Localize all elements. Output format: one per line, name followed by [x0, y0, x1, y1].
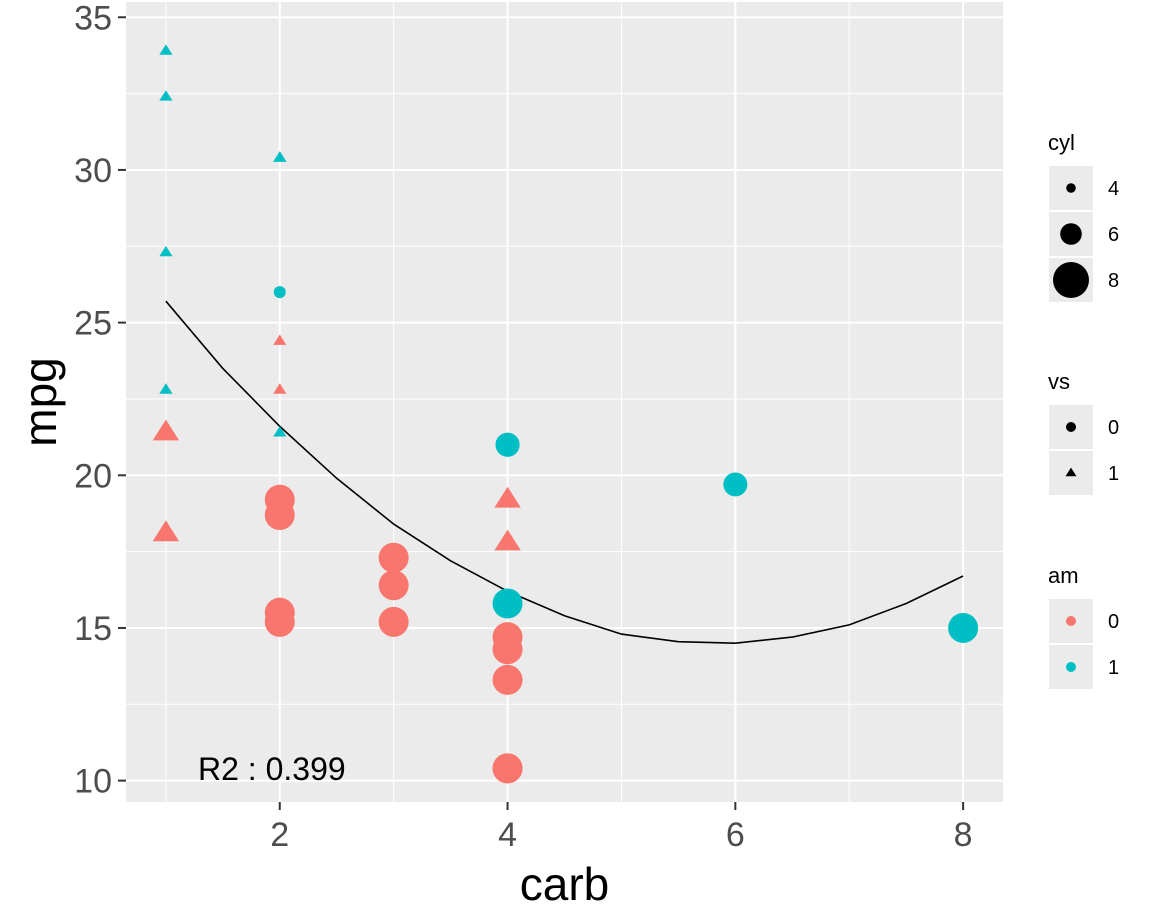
data-point [152, 520, 180, 542]
fit-line-layer [165, 300, 964, 645]
x-axis-title: carb [520, 858, 609, 910]
x-axis: 2 4 6 8 [270, 802, 973, 854]
legend-am: am 0 1 [1048, 563, 1119, 689]
data-point [492, 622, 523, 653]
data-point [378, 606, 409, 637]
plot-panel [126, 2, 1003, 802]
y-tick-label: 20 [74, 457, 112, 495]
data-point [494, 529, 521, 551]
data-point [159, 245, 173, 257]
data-point [273, 334, 287, 345]
data-point [159, 44, 173, 55]
data-point [273, 286, 286, 299]
legend-label: 4 [1108, 178, 1119, 200]
data-point [273, 383, 287, 394]
data-point [264, 606, 295, 637]
data-point [492, 753, 523, 784]
data-point [273, 426, 287, 437]
x-tick-label: 4 [498, 816, 517, 854]
y-tick-label: 25 [74, 305, 112, 343]
legend-cyl: cyl 4 6 8 [1048, 130, 1119, 302]
legend-label: 1 [1108, 463, 1119, 485]
data-point [495, 432, 520, 457]
legend-shape-marker [1065, 467, 1077, 477]
y-axis: 10 15 20 25 30 35 [74, 0, 126, 801]
data-point [948, 612, 979, 643]
data-point [273, 151, 287, 162]
legend-label: 0 [1108, 417, 1119, 439]
legend-color-marker [1066, 662, 1076, 672]
data-point [494, 486, 521, 508]
legend-label: 1 [1108, 657, 1119, 679]
y-axis-title: mpg [14, 357, 66, 446]
data-point [492, 664, 523, 695]
legend: cyl 4 6 8 vs 0 1 am 0 1 [1048, 130, 1119, 689]
fit-line [165, 300, 964, 645]
legend-color-marker [1066, 616, 1076, 626]
legend-title: vs [1048, 369, 1070, 394]
data-point [264, 484, 295, 515]
legend-size-marker [1066, 183, 1076, 193]
legend-title: cyl [1048, 130, 1075, 155]
legend-size-marker [1053, 262, 1089, 298]
legend-shape-marker [1066, 422, 1076, 432]
legend-label: 8 [1108, 270, 1119, 292]
points-layer [152, 44, 979, 784]
y-tick-label: 30 [74, 152, 112, 190]
grid-minor [126, 2, 1003, 802]
data-point [159, 90, 173, 101]
y-tick-label: 35 [74, 0, 112, 37]
data-point [492, 588, 523, 619]
data-point [378, 570, 409, 601]
data-point [378, 542, 409, 573]
legend-title: am [1048, 563, 1079, 588]
x-tick-label: 2 [270, 816, 289, 854]
y-tick-label: 15 [74, 610, 112, 648]
r2-annotation: R2 : 0.399 [198, 751, 346, 787]
legend-size-marker [1060, 223, 1082, 245]
legend-label: 0 [1108, 611, 1119, 633]
legend-label: 6 [1108, 224, 1119, 246]
grid-major [126, 2, 1003, 802]
y-tick-label: 10 [74, 763, 112, 801]
data-point [159, 423, 173, 434]
legend-vs: vs 0 1 [1048, 369, 1119, 495]
x-tick-label: 8 [954, 816, 973, 854]
data-point [723, 472, 748, 497]
x-tick-label: 6 [726, 816, 745, 854]
data-point [159, 383, 173, 394]
